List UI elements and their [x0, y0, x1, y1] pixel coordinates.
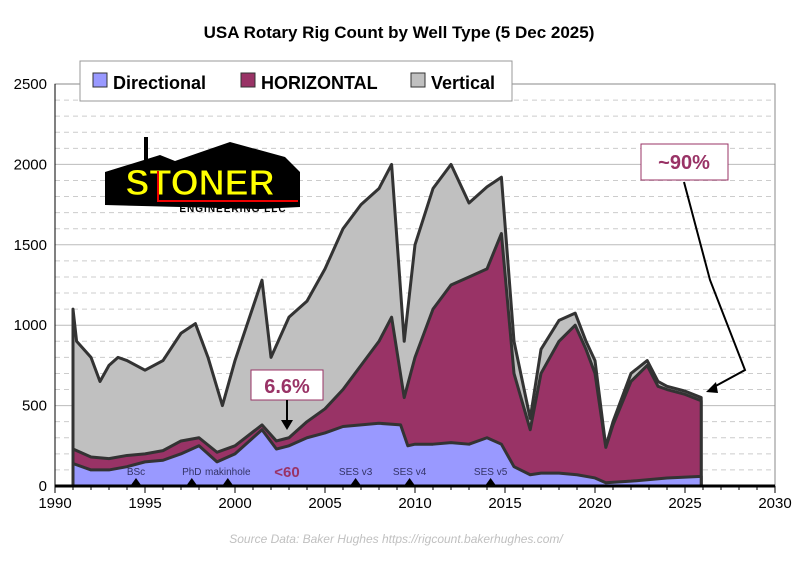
- marker-label: SES v4: [393, 467, 427, 478]
- legend-swatch: [240, 72, 256, 88]
- arrow-head: [281, 420, 293, 430]
- x-tick-label: 2005: [308, 495, 341, 512]
- legend: Directional HORIZONTAL Vertical: [79, 60, 513, 102]
- annotation-box: [250, 369, 324, 401]
- marker-triangle: [404, 478, 415, 485]
- chart-title: USA Rotary Rig Count by Well Type (5 Dec…: [204, 23, 595, 42]
- y-tick-label: 1500: [14, 237, 47, 254]
- x-tick-label: 2015: [488, 495, 521, 512]
- stoner-logo: STONER ENGINEERING LLC: [105, 137, 300, 215]
- svg-text:ENGINEERING LLC: ENGINEERING LLC: [179, 204, 286, 215]
- svg-text:STONER: STONER: [125, 162, 274, 203]
- legend-label: HORIZONTAL: [261, 73, 378, 93]
- marker-label: PhD: [182, 467, 201, 478]
- y-tick-label: 500: [22, 398, 47, 415]
- y-tick-label: 2500: [14, 76, 47, 93]
- x-tick-label: 2000: [218, 495, 251, 512]
- annotation-box: [640, 143, 729, 181]
- marker-label: SES v3: [339, 467, 373, 478]
- marker-triangle: [186, 478, 197, 485]
- marker-triangle: [350, 478, 361, 485]
- marker-triangle: [485, 478, 496, 485]
- legend-swatch: [92, 72, 108, 88]
- annotation-lt60: <60: [274, 464, 299, 481]
- y-tick-label: 0: [39, 478, 47, 495]
- marker-triangle: [131, 478, 141, 485]
- marker-label: makinhole: [205, 467, 251, 478]
- x-tick-label: 1990: [38, 495, 71, 512]
- x-tick-label: 2010: [398, 495, 431, 512]
- source-note: Source Data: Baker Hughes https://rigcou…: [229, 532, 564, 546]
- x-tick-label: 1995: [128, 495, 161, 512]
- x-tick-label: 2030: [758, 495, 791, 512]
- y-tick-label: 2000: [14, 156, 47, 173]
- marker-triangle: [222, 478, 233, 485]
- arrow-line: [683, 181, 747, 389]
- legend-box: [79, 60, 513, 102]
- area-horizontal: [71, 232, 703, 488]
- x-tick-label: 2025: [668, 495, 701, 512]
- marker-label: BSc: [127, 467, 145, 478]
- legend-swatch: [410, 72, 426, 88]
- annotation-90: ~90%: [658, 152, 710, 174]
- area-directional: [71, 421, 703, 488]
- marker-label: SES v5: [474, 467, 508, 478]
- legend-label: Vertical: [431, 73, 495, 93]
- arrow-head: [706, 382, 718, 393]
- annotation-6-6: 6.6%: [264, 376, 310, 398]
- x-tick-label: 2020: [578, 495, 611, 512]
- legend-label: Directional: [113, 73, 206, 93]
- y-tick-label: 1000: [14, 317, 47, 334]
